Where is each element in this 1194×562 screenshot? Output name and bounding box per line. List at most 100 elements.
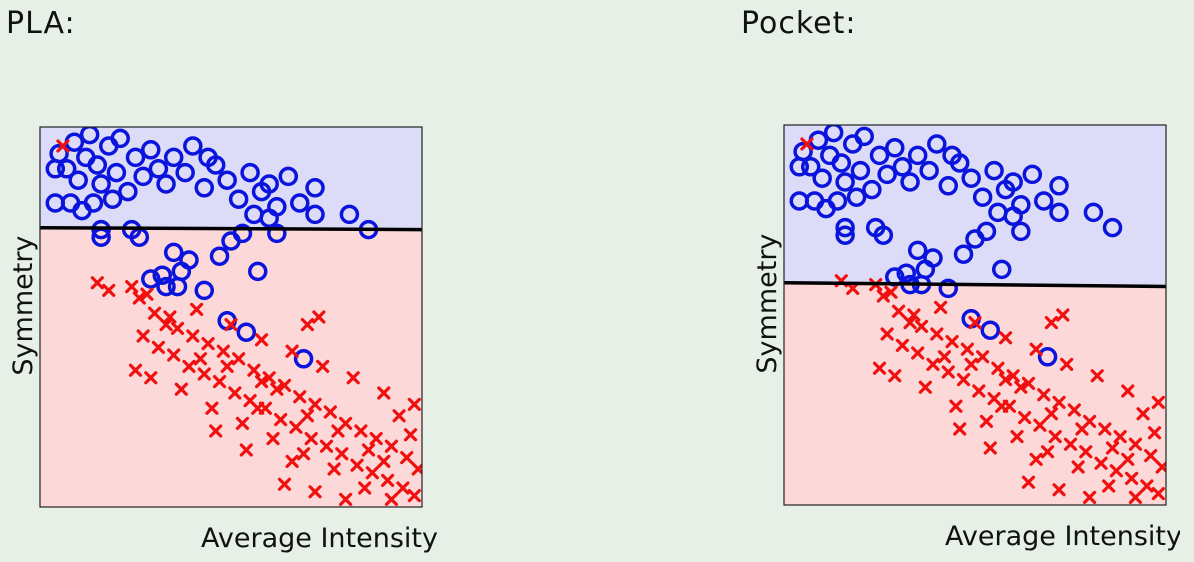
pla-point-circle [217, 170, 237, 190]
pocket-point-x [907, 308, 921, 322]
pocket-point-x [914, 319, 929, 333]
pocket-point-circle [907, 240, 928, 261]
pocket-point-circle [1049, 202, 1069, 223]
pla-point-circle [79, 127, 100, 145]
pocket-y-axis-label: Symmetry [752, 234, 783, 374]
pocket-point-x [964, 357, 978, 371]
pocket-point-x [968, 316, 982, 330]
pla-point-x [209, 424, 223, 438]
pla-point-circle [118, 181, 138, 202]
pocket-point-circle [789, 157, 810, 177]
pla-point-x [132, 291, 146, 305]
pla-point-circle [156, 174, 176, 194]
pocket-point-x [995, 399, 1009, 413]
pocket-point-circle [961, 168, 981, 188]
pocket-point-circle [991, 259, 1012, 280]
pocket-point-circle [900, 172, 920, 192]
pla-point-x [170, 321, 185, 335]
pocket-point-x [888, 369, 902, 383]
pla-point-x [235, 416, 250, 430]
pla-point-x [254, 375, 269, 389]
pla-point-circle [209, 246, 230, 266]
pocket-point-x [1021, 475, 1036, 489]
pocket-point-circle [896, 263, 916, 283]
pocket-plot-frame [783, 124, 1167, 506]
pla-point-x [205, 401, 219, 415]
pocket-point-circle [1011, 221, 1031, 242]
pla-point-x [289, 420, 303, 434]
pla-point-x [128, 363, 143, 377]
pla-point-x [304, 432, 318, 446]
pocket-point-x [1067, 403, 1081, 417]
pla-point-circle [278, 166, 299, 187]
pla-point-x [193, 352, 208, 366]
pocket-point-x [918, 380, 932, 394]
pocket-point-x [1033, 418, 1047, 432]
pocket-point-x [1151, 395, 1165, 409]
pocket-point-x [1128, 437, 1143, 451]
pla-point-x [350, 458, 364, 472]
pocket-point-circle [938, 176, 959, 196]
pla-point-x [197, 367, 211, 381]
pocket-point-x [1140, 479, 1154, 493]
pla-point-x [384, 492, 399, 506]
pla-point-circle [194, 178, 215, 198]
pla-point-x [396, 481, 410, 495]
pocket-region-above [784, 125, 1166, 287]
pocket-point-circle [980, 320, 1001, 340]
pocket-point-x [1044, 407, 1058, 421]
pocket-point-x [800, 137, 814, 151]
pla-point-x [377, 454, 391, 468]
pla-point-x [316, 359, 330, 373]
pocket-point-x [880, 327, 894, 341]
pocket-point-x [1056, 308, 1070, 322]
pla-point-circle [198, 147, 218, 168]
pla-point-x [274, 413, 288, 427]
pocket-point-circle [907, 145, 928, 166]
pla-point-x [369, 432, 383, 446]
pla-point-x [228, 386, 242, 400]
pocket-point-x [937, 350, 952, 364]
pocket-point-x [903, 316, 917, 330]
pla-point-x [346, 371, 360, 385]
pocket-point-x [1037, 388, 1051, 402]
pla-point-x [327, 462, 341, 476]
pocket-point-x [1052, 483, 1066, 497]
pocket-point-circle [972, 187, 993, 207]
pla-point-x [270, 382, 284, 396]
pocket-point-x [876, 289, 890, 303]
pocket-point-circle [831, 153, 852, 173]
pla-point-x [163, 310, 177, 324]
pocket-point-x [1113, 430, 1127, 444]
pocket-point-circle [854, 126, 874, 147]
pocket-point-circle [869, 145, 890, 166]
pocket-point-circle [1102, 217, 1123, 238]
pocket-point-x [1010, 430, 1024, 444]
pla-point-x [159, 318, 173, 332]
pocket-point-circle [953, 244, 974, 264]
pla-point-x [201, 337, 215, 351]
pla-point-circle [45, 193, 66, 213]
pocket-point-x [1098, 422, 1112, 436]
pocket-point-circle [812, 168, 832, 188]
pla-point-x [285, 454, 299, 468]
pla-point-x [400, 451, 414, 465]
pocket-point-x [979, 414, 994, 428]
pla-point-x [186, 329, 200, 343]
pocket-point-x [1052, 395, 1066, 409]
pocket-decision-boundary [784, 280, 1166, 289]
pocket-point-circle [1034, 191, 1054, 211]
pla-point-circle [45, 159, 66, 179]
pocket-point-circle [846, 187, 867, 207]
pla-point-x [190, 302, 204, 316]
pocket-point-circle [976, 221, 997, 242]
pocket-point-x [1136, 407, 1150, 421]
pocket-point-x [1044, 316, 1058, 330]
pocket-point-circle [919, 160, 939, 181]
pla-point-x [251, 401, 265, 415]
pla-point-circle [133, 166, 153, 187]
pla-point-circle [125, 147, 146, 168]
pocket-point-x [949, 399, 963, 413]
pla-point-x [216, 344, 230, 358]
pocket-point-circle [873, 225, 894, 245]
